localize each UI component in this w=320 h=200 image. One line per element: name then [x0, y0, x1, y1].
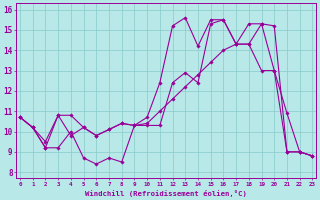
X-axis label: Windchill (Refroidissement éolien,°C): Windchill (Refroidissement éolien,°C) [85, 190, 247, 197]
